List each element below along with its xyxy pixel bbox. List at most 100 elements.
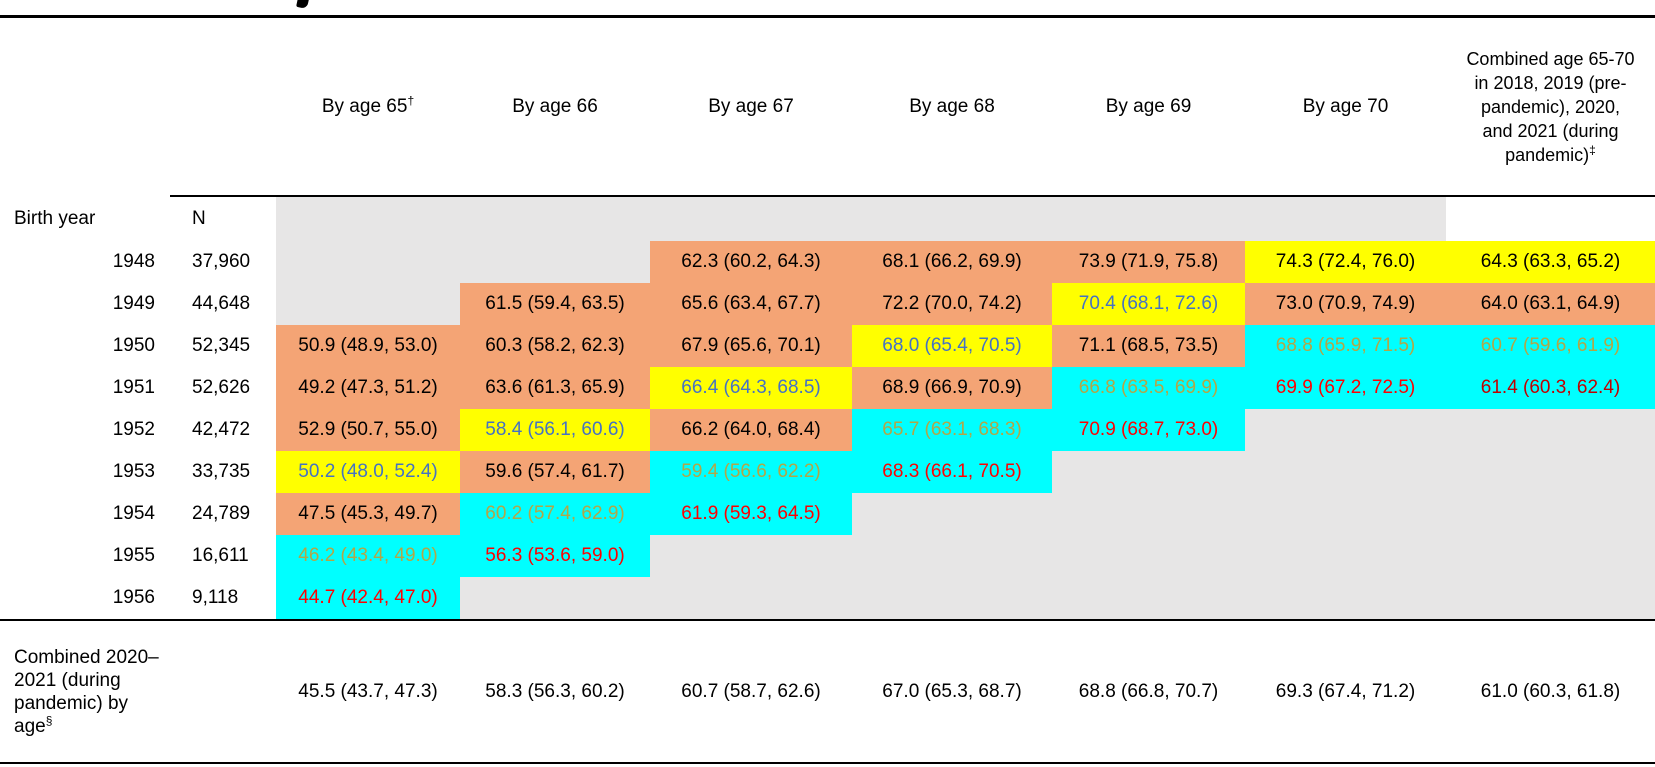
estimate-cell-1955-col6 <box>1446 535 1655 577</box>
estimate-cell-1952-col2: 66.2 (64.0, 68.4) <box>650 409 852 451</box>
footer-label-text: Combined 2020–2021 (during pandemic) by … <box>14 646 159 737</box>
estimate-cell-1951-col1: 63.6 (61.3, 65.9) <box>460 367 650 409</box>
n-header-spacer <box>170 16 276 197</box>
estimate-cell-1954-col4 <box>1052 493 1245 535</box>
estimate-cell-1949-col1: 61.5 (59.4, 63.5) <box>460 283 650 325</box>
col-label: By age 68 <box>909 95 995 117</box>
estimate-cell-1952-col6 <box>1446 409 1655 451</box>
estimate-cell-1952-col4: 70.9 (68.7, 73.0) <box>1052 409 1245 451</box>
estimate-cell-1949-col4: 70.4 (68.1, 72.6) <box>1052 283 1245 325</box>
col-label: By age 67 <box>708 95 794 117</box>
estimate-cell-1955-col5 <box>1245 535 1446 577</box>
estimate-cell-1953-col3: 68.3 (66.1, 70.5) <box>852 451 1052 493</box>
estimate-cell-1948-col4: 73.9 (71.9, 75.8) <box>1052 241 1245 283</box>
gray-band-cell <box>1052 196 1245 241</box>
estimate-cell-1952-col1: 58.4 (56.1, 60.6) <box>460 409 650 451</box>
estimate-cell-1948-col2: 62.3 (60.2, 64.3) <box>650 241 852 283</box>
estimate-cell-1956-col1 <box>460 577 650 620</box>
n-value: 16,611 <box>192 545 249 566</box>
table-row-1953: 1953 33,735 50.2 (48.0, 52.4) 59.6 (57.4, 6… <box>0 451 1655 493</box>
estimate-cell-1953-col6 <box>1446 451 1655 493</box>
estimate-cell-1951-col0: 49.2 (47.3, 51.2) <box>276 367 460 409</box>
blank-cell <box>1446 196 1655 241</box>
estimate-cell-1955-col3 <box>852 535 1052 577</box>
estimate-cell-1951-col5: 69.9 (67.2, 72.5) <box>1245 367 1446 409</box>
table-row-1956: 1956 9,118 44.7 (42.4, 47.0) <box>0 577 1655 620</box>
estimate-cell-1955-col1: 56.3 (53.6, 59.0) <box>460 535 650 577</box>
estimate-cell-1948-col0 <box>276 241 460 283</box>
estimate-cell-1956-col3 <box>852 577 1052 620</box>
estimate-cell-1949-col6: 64.0 (63.1, 64.9) <box>1446 283 1655 325</box>
birth-year-value: 1948 <box>112 251 155 272</box>
estimate-cell-1948-col3: 68.1 (66.2, 69.9) <box>852 241 1052 283</box>
col-label: By age 70 <box>1302 95 1389 117</box>
col-header-combined-pandemic: Combined age 65-70 in 2018, 2019 (pre-pa… <box>1446 16 1655 197</box>
estimate-cell-1955-col0: 46.2 (43.4, 49.0) <box>276 535 460 577</box>
estimate-cell-1955-col4 <box>1052 535 1245 577</box>
estimate-cell-1951-col3: 68.9 (66.9, 70.9) <box>852 367 1052 409</box>
estimate-cell-1955-col2 <box>650 535 852 577</box>
dagger-footnote-mark: † <box>407 93 415 108</box>
birth-year-value: 1954 <box>112 503 155 524</box>
table-row-1955: 1955 16,611 46.2 (43.4, 49.0) 56.3 (53.6, 5… <box>0 535 1655 577</box>
birth-year-value: 1950 <box>112 335 155 356</box>
section-footnote-mark: § <box>45 713 53 728</box>
gray-band-cell <box>460 196 650 241</box>
n-value: 52,626 <box>192 377 251 398</box>
birth-year-value: 1955 <box>112 545 155 566</box>
gray-band-cell <box>1245 196 1446 241</box>
estimate-cell-1956-col6 <box>1446 577 1655 620</box>
estimate-cell-1954-col1: 60.2 (57.4, 62.9) <box>460 493 650 535</box>
estimate-cell-1950-col5: 68.8 (65.9, 71.5) <box>1245 325 1446 367</box>
gray-band-cell <box>852 196 1052 241</box>
estimate-cell-1949-col5: 73.0 (70.9, 74.9) <box>1245 283 1446 325</box>
estimate-cell-1948-col6: 64.3 (63.3, 65.2) <box>1446 241 1655 283</box>
estimate-cell-1949-col3: 72.2 (70.0, 74.2) <box>852 283 1052 325</box>
estimate-cell-1948-col1 <box>460 241 650 283</box>
estimate-cell-1949-col2: 65.6 (63.4, 67.7) <box>650 283 852 325</box>
combined-estimate-cell-col1: 58.3 (56.3, 60.2) <box>460 619 650 764</box>
n-value: 52,345 <box>192 335 251 356</box>
corner-blank-cell <box>0 17 170 197</box>
estimate-cell-1951-col2: 66.4 (64.3, 68.5) <box>650 367 852 409</box>
estimate-cell-1954-col5 <box>1245 493 1446 535</box>
estimate-cell-1953-col4 <box>1052 451 1245 493</box>
estimate-cell-1950-col0: 50.9 (48.9, 53.0) <box>276 325 460 367</box>
combined-estimate-cell-col2: 60.7 (58.7, 62.6) <box>650 619 852 764</box>
table-row-1949: 1949 44,648 61.5 (59.4, 63.5) 65.6 (63.4, 6… <box>0 283 1655 325</box>
subheader-row: Birth year N <box>0 196 1655 241</box>
double-dagger-footnote-mark: ‡ <box>1589 142 1596 157</box>
n-value: 33,735 <box>192 461 251 482</box>
birth-year-value: 1953 <box>112 461 155 482</box>
estimate-cell-1953-col0: 50.2 (48.0, 52.4) <box>276 451 460 493</box>
n-value: 24,789 <box>192 503 251 524</box>
estimate-cell-1951-col6: 61.4 (60.3, 62.4) <box>1446 367 1655 409</box>
column-header-row: By age 65† By age 66 By age 67 By age 68… <box>0 16 1655 197</box>
table-row-1954: 1954 24,789 47.5 (45.3, 49.7) 60.2 (57.4, 6… <box>0 493 1655 535</box>
estimate-cell-1953-col2: 59.4 (56.6, 62.2) <box>650 451 852 493</box>
col-header-by-age-67: By age 67 <box>650 16 852 197</box>
estimate-cell-1950-col1: 60.3 (58.2, 62.3) <box>460 325 650 367</box>
estimate-cell-1954-col0: 47.5 (45.3, 49.7) <box>276 493 460 535</box>
birth-year-header: Birth year <box>14 207 96 229</box>
n-value: 44,648 <box>192 293 251 314</box>
table-row-1950: 1950 52,345 50.9 (48.9, 53.0) 60.3 (58.2, 6… <box>0 325 1655 367</box>
estimate-cell-1949-col0 <box>276 283 460 325</box>
col-label: By age 69 <box>1105 95 1192 117</box>
col-header-by-age-70: By age 70 <box>1245 16 1446 197</box>
cohort-percentage-table: By age 65† By age 66 By age 67 By age 68… <box>0 15 1655 764</box>
birth-year-value: 1951 <box>112 377 155 398</box>
footer-row-label: Combined 2020–2021 (during pandemic) by … <box>0 619 170 764</box>
estimate-cell-1956-col0: 44.7 (42.4, 47.0) <box>276 577 460 620</box>
estimate-cell-1954-col3 <box>852 493 1052 535</box>
col-header-by-age-65: By age 65† <box>276 16 460 197</box>
col-label: By age 66 <box>512 95 598 117</box>
estimate-cell-1953-col1: 59.6 (57.4, 61.7) <box>460 451 650 493</box>
estimate-cell-1952-col0: 52.9 (50.7, 55.0) <box>276 409 460 451</box>
table-row-1948: 1948 37,960 62.3 (60.2, 64.3) 68.1 (66.2, 6… <box>0 241 1655 283</box>
birth-year-value: 1952 <box>112 419 155 440</box>
table-row-1952: 1952 42,472 52.9 (50.7, 55.0) 58.4 (56.1, 6… <box>0 409 1655 451</box>
n-value: 37,960 <box>192 251 251 272</box>
col-header-by-age-66: By age 66 <box>460 16 650 197</box>
